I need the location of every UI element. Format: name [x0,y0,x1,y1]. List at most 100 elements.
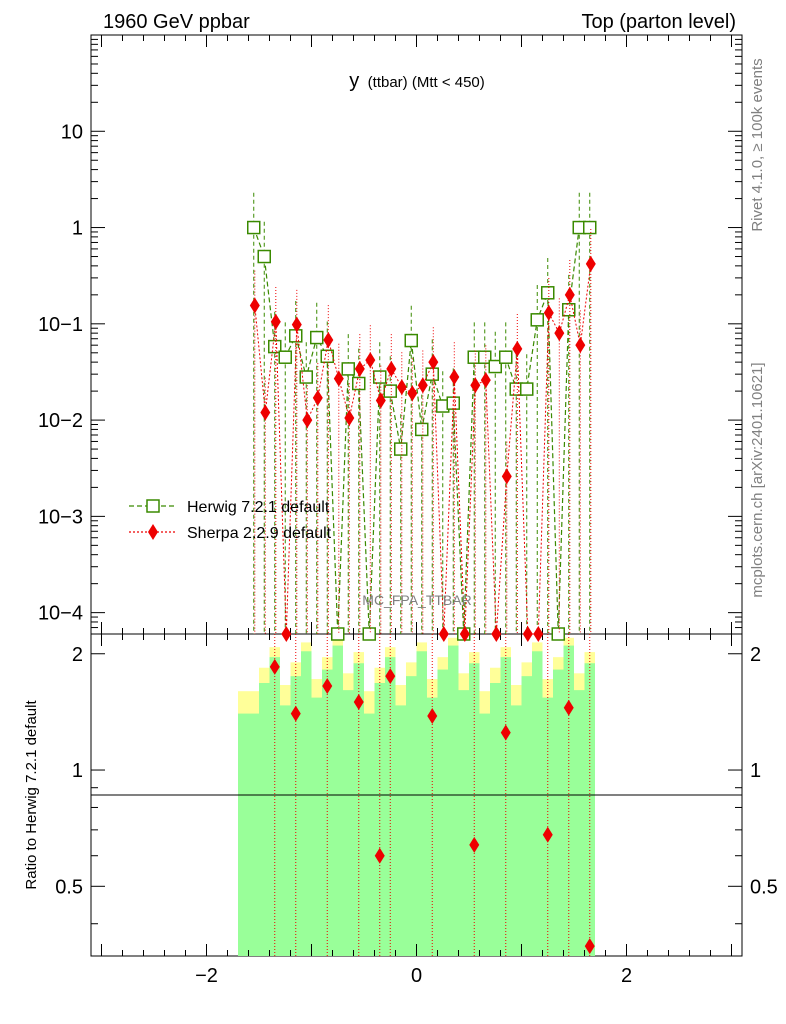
ratio-point [269,658,280,675]
green-band [259,683,270,956]
ratio-point [427,708,438,725]
herwig-point [278,350,292,364]
herwig-point [331,627,345,641]
ratio-y-tick-label: 2 [750,644,761,666]
plot-title-main: y [349,70,359,92]
ratio-point [584,938,595,955]
green-band [563,645,574,956]
x-tick-label: 0 [411,965,422,987]
green-band [574,690,585,956]
x-tick-label: −2 [195,965,218,987]
ratio-y-axis-label: Ratio to Herwig 7.2.1 default [23,700,40,890]
green-band [322,669,333,956]
herwig-point [551,627,565,641]
green-band [332,645,343,956]
ratio-y-tick-label: 0.5 [55,876,83,898]
ratio-y-tick-label: 2 [72,644,83,666]
green-band [406,676,417,956]
plot-title: y (ttbar) (Mtt < 450) [349,70,485,92]
green-band [385,657,396,956]
sherpa-point [386,360,397,377]
green-band [521,676,532,956]
sherpa-point [491,626,502,642]
herwig-point [383,384,397,398]
green-band [343,690,354,956]
herwig-point [478,350,492,364]
sherpa-point [501,468,512,485]
green-band [479,713,490,956]
sherpa-point [533,626,544,642]
herwig-point [373,370,387,384]
green-band [311,697,322,956]
left-title: 1960 GeV ppbar [103,11,250,33]
green-band [364,713,375,956]
green-band [553,669,564,956]
y-tick-label: 10 [61,121,83,143]
green-band [301,651,312,956]
legend-herwig-marker [146,499,160,513]
sherpa-point [417,377,428,394]
sherpa-point [249,297,260,314]
y-tick-labels: 10 1 10−1 10−2 10−3 10−4 2 2 1 1 0.5 0.5 [38,121,778,898]
green-band [511,705,522,956]
x-tick-labels: −2 0 2 [195,965,632,987]
sherpa-point [375,392,386,409]
herwig-point [362,627,376,641]
herwig-point [530,313,544,327]
green-band [500,657,511,956]
sherpa-point [333,370,344,387]
ratio-point [322,678,333,695]
herwig-point [583,220,597,235]
sherpa-point [585,255,596,272]
sherpa-series [249,228,596,642]
sherpa-point [554,325,565,342]
y-tick-label: 10−2 [38,410,83,432]
sherpa-point [281,626,292,642]
ratio-uncertainty-bands [238,637,595,956]
ratio-point [469,836,480,853]
x-tick-label: 2 [621,965,632,987]
herwig-point [247,220,261,235]
axis-ticks [91,35,742,956]
ratio-series [269,634,595,956]
herwig-point [257,249,271,264]
herwig-point [289,329,303,343]
sherpa-point [354,360,365,377]
green-band [584,663,595,956]
sherpa-line [254,263,592,635]
sherpa-point [344,410,355,427]
ratio-point [542,826,553,843]
y-tick-label: 10−1 [38,314,83,336]
herwig-point [541,286,555,300]
sherpa-point [323,331,334,348]
ratio-point [290,705,301,722]
herwig-point [341,362,355,376]
sherpa-point [438,626,449,642]
herwig-point [404,333,418,348]
legend-herwig-label: Herwig 7.2.1 default [187,499,330,516]
sherpa-point [365,352,376,369]
sherpa-point [459,626,470,642]
y-tick-label: 10−4 [38,603,83,625]
herwig-point [352,376,366,391]
legend-sherpa-label: Sherpa 2.2.9 default [187,525,332,542]
sherpa-point [428,354,439,371]
herwig-point [562,303,576,317]
sherpa-point [522,626,533,642]
sherpa-point [407,385,418,402]
sherpa-point [449,369,460,386]
herwig-point [499,350,513,364]
right-title: Top (parton level) [581,11,736,33]
sherpa-point [396,379,407,396]
sherpa-point [564,286,575,303]
legend-sherpa-marker [148,524,158,540]
ratio-point [563,699,574,716]
green-band [532,651,543,956]
sherpa-point [480,372,491,389]
green-band [458,690,469,956]
sherpa-point [575,337,586,354]
ratio-point [353,694,364,711]
green-band [374,683,385,956]
green-band [269,657,280,956]
